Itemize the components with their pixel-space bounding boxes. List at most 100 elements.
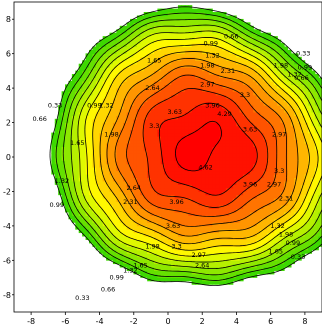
contour-band-cell xyxy=(242,101,248,106)
contour-band-cell xyxy=(297,94,302,99)
contour-band-cell xyxy=(215,136,220,141)
contour-band-cell xyxy=(311,239,316,244)
contour-band-cell xyxy=(164,136,169,141)
contour-band-cell xyxy=(205,280,210,285)
contour-band-cell xyxy=(246,235,251,240)
contour-band-cell xyxy=(198,160,203,165)
contour-band-cell xyxy=(195,129,200,134)
contour-band-cell xyxy=(294,204,299,209)
contour-band-cell xyxy=(212,60,217,65)
contour-band-cell xyxy=(123,177,128,182)
contour-band-cell xyxy=(222,63,227,68)
contour-band-cell xyxy=(277,156,282,161)
contour-band-cell xyxy=(143,260,148,265)
contour-band-cell xyxy=(290,67,295,72)
contour-band-cell xyxy=(88,149,94,154)
contour-band-cell xyxy=(95,74,100,79)
contour-band-cell xyxy=(195,187,200,192)
contour-band-cell xyxy=(126,177,131,182)
contour-band-cell xyxy=(65,142,70,147)
contour-band-cell xyxy=(174,77,179,82)
contour-band-cell xyxy=(174,32,179,37)
contour-band-cell xyxy=(95,229,100,234)
contour-band-cell xyxy=(198,170,203,175)
contour-band-cell xyxy=(167,98,172,103)
contour-band-cell xyxy=(95,173,100,178)
contour-band-cell xyxy=(215,260,220,265)
contour-band-cell xyxy=(236,187,241,192)
contour-band-cell xyxy=(242,74,248,79)
contour-band-cell xyxy=(171,132,176,137)
contour-band-cell xyxy=(51,136,56,141)
contour-band-cell xyxy=(284,187,289,192)
contour-band-cell xyxy=(284,184,289,189)
contour-band-cell xyxy=(294,142,299,147)
contour-band-cell xyxy=(314,204,319,209)
contour-band-cell xyxy=(143,201,148,206)
contour-fill xyxy=(51,5,322,285)
contour-band-cell xyxy=(150,132,155,137)
contour-band-cell xyxy=(280,132,285,137)
contour-band-cell xyxy=(314,74,319,79)
contour-band-cell xyxy=(130,91,135,96)
contour-band-cell xyxy=(215,108,220,113)
contour-band-cell xyxy=(297,87,302,92)
contour-band-cell xyxy=(75,142,80,147)
contour-band-cell xyxy=(249,91,254,96)
contour-band-cell xyxy=(191,94,196,99)
contour-band-cell xyxy=(219,91,224,96)
contour-band-cell xyxy=(157,270,162,275)
contour-band-cell xyxy=(71,218,76,223)
contour-band-cell xyxy=(75,173,80,178)
contour-band-cell xyxy=(260,43,265,48)
contour-band-cell xyxy=(256,194,261,199)
contour-band-cell xyxy=(154,60,159,65)
contour-band-cell xyxy=(88,122,94,127)
contour-band-cell xyxy=(71,173,76,178)
contour-band-cell xyxy=(284,77,289,82)
contour-band-cell xyxy=(301,84,306,89)
contour-band-cell xyxy=(123,108,128,113)
contour-band-cell xyxy=(112,94,117,99)
contour-band-cell xyxy=(150,218,155,223)
contour-band-cell xyxy=(106,98,111,103)
contour-band-cell xyxy=(304,170,309,175)
contour-band-cell xyxy=(71,204,76,209)
contour-band-cell xyxy=(219,80,224,85)
contour-band-cell xyxy=(71,108,76,113)
contour-band-cell xyxy=(212,63,217,68)
contour-band-cell xyxy=(164,49,169,54)
contour-band-cell xyxy=(290,225,295,230)
contour-band-cell xyxy=(208,149,213,154)
contour-band-cell xyxy=(280,225,285,230)
contour-band-cell xyxy=(246,70,251,75)
contour-band-cell xyxy=(112,46,117,51)
contour-band-cell xyxy=(253,122,258,127)
contour-band-cell xyxy=(212,256,217,261)
contour-band-cell xyxy=(65,163,70,168)
contour-band-cell xyxy=(164,204,169,209)
contour-band-cell xyxy=(150,43,155,48)
contour-band-cell xyxy=(205,242,210,247)
contour-band-cell xyxy=(150,253,155,258)
contour-band-cell xyxy=(160,170,165,175)
contour-band-cell xyxy=(304,118,309,123)
contour-band-cell xyxy=(143,239,148,244)
contour-band-cell xyxy=(106,229,111,234)
contour-band-cell xyxy=(256,218,261,223)
contour-band-cell xyxy=(140,222,145,227)
contour-band-cell xyxy=(215,249,220,254)
contour-band-cell xyxy=(219,84,224,89)
contour-band-cell xyxy=(171,260,176,265)
contour-band-cell xyxy=(177,142,182,147)
contour-band-cell xyxy=(270,266,275,271)
contour-band-cell xyxy=(71,167,76,172)
contour-band-cell xyxy=(294,74,299,79)
contour-band-cell xyxy=(133,180,138,185)
contour-band-cell xyxy=(253,56,258,61)
contour-band-cell xyxy=(171,201,176,206)
contour-band-cell xyxy=(222,118,227,123)
contour-band-cell xyxy=(266,118,271,123)
contour-band-cell xyxy=(160,49,165,54)
contour-band-cell xyxy=(205,167,210,172)
